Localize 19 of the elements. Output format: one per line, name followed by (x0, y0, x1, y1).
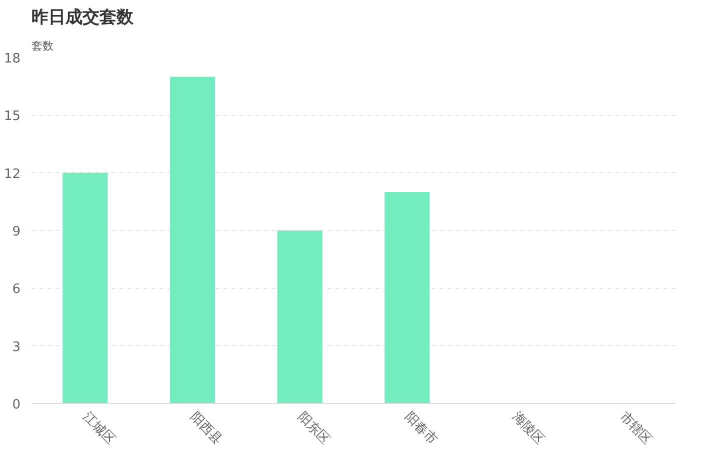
y-tick-label: 3 (12, 340, 21, 355)
y-tick-label: 18 (4, 52, 21, 66)
x-tick-label: 江城区 (80, 409, 118, 448)
y-tick-label: 15 (4, 109, 21, 124)
y-tick-label: 12 (4, 166, 21, 182)
y-axis-title: 套数 (32, 40, 54, 52)
x-tick-label: 市辖区 (616, 409, 654, 448)
chart-title: 昨日成交套数 (32, 8, 134, 28)
x-tick-label: 阳东区 (294, 409, 332, 448)
x-tick-label: 阳春市 (402, 409, 440, 448)
y-tick-label: 9 (12, 224, 21, 240)
x-tick-label: 阳西县 (187, 409, 226, 448)
bar (62, 172, 108, 404)
y-tick-label: 6 (12, 282, 21, 298)
x-tick-label: 海陵区 (509, 409, 548, 448)
bar (277, 230, 322, 404)
bar (170, 76, 216, 404)
bar (384, 192, 430, 404)
y-tick-label: 0 (12, 398, 21, 412)
